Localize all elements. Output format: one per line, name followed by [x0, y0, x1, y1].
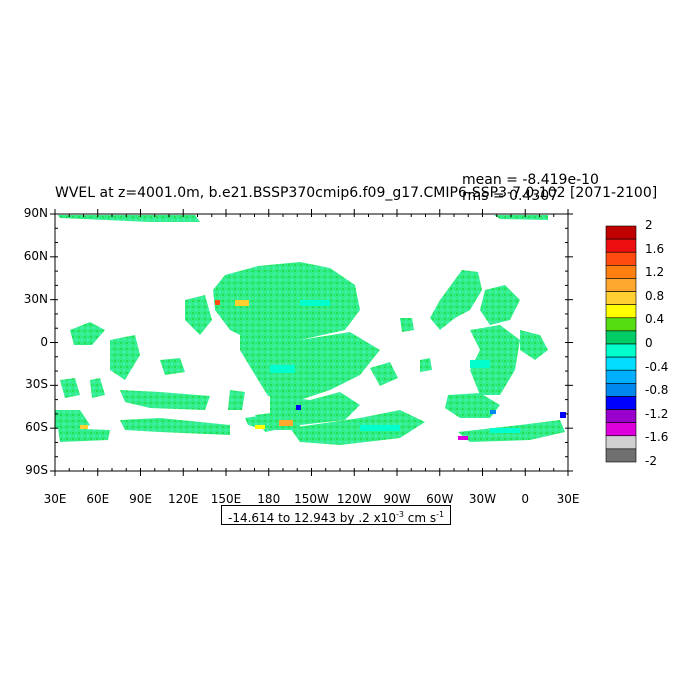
range-prefix: -14.614 to 12.943 by .2 x10	[228, 511, 396, 525]
colorbar-swatch	[605, 291, 637, 305]
colorbar-swatch	[605, 422, 637, 437]
latitude-label: 60S	[25, 420, 48, 435]
colorbar-swatch	[605, 330, 637, 345]
longitude-label: 60E	[86, 492, 110, 506]
colorbar-swatch	[605, 356, 637, 371]
longitude-label: 180	[257, 492, 281, 506]
longitude-label: 120W	[336, 492, 372, 506]
colorbar-label: -1.6	[645, 430, 669, 445]
longitude-label: 120E	[168, 492, 199, 506]
mean-stat: mean = -8.419e-10	[462, 172, 599, 188]
colorbar-swatch	[605, 448, 637, 463]
data-accents	[80, 300, 566, 440]
colorbar-label: -1.2	[645, 406, 669, 421]
longitude-label: 150E	[210, 492, 242, 506]
longitude-label: 90E	[129, 492, 152, 506]
colorbar-swatch	[605, 317, 637, 332]
latitude-label: 90N	[23, 206, 48, 220]
longitude-label: 30E	[556, 492, 580, 506]
longitude-label: 90W	[383, 492, 411, 506]
colorbar-swatch	[605, 369, 637, 384]
colorbar-swatch	[605, 343, 637, 358]
axis-ticks	[50, 209, 573, 476]
colorbar-swatch	[605, 396, 637, 410]
longitude-label: 30W	[468, 492, 497, 506]
latitude-label: 60N	[23, 248, 48, 263]
colorbar-label: 0	[645, 336, 653, 350]
colorbar-label: 1.6	[645, 241, 665, 256]
longitude-label: 0	[521, 492, 530, 506]
longitude-label: 30E	[43, 492, 67, 506]
range-exponent: -3	[395, 510, 404, 519]
range-unit: cm s	[403, 511, 437, 525]
colorbar-swatch	[605, 278, 637, 292]
range-unit-exponent: -1	[436, 510, 445, 519]
colorbar-swatch	[605, 435, 637, 450]
colorbar-swatch	[605, 383, 637, 397]
colorbar-swatch	[605, 251, 637, 266]
data-field	[55, 215, 565, 445]
plot-title: WVEL at z=4001.0m, b.e21.BSSP370cmip6.f0…	[55, 185, 658, 201]
colorbar-label: -0.8	[645, 383, 669, 398]
colorbar-swatch	[605, 238, 637, 253]
rms-stat: rms = 0.4307	[462, 188, 559, 204]
colorbar-label: 0.8	[645, 288, 665, 303]
colorbar	[605, 225, 637, 463]
longitude-label: 60W	[426, 492, 454, 506]
colorbar-label: 2	[645, 218, 653, 232]
colorbar-label: 0.4	[645, 312, 665, 327]
colorbar-label: -2	[645, 454, 657, 468]
longitude-label: 150W	[294, 492, 329, 506]
colorbar-label: -0.4	[645, 359, 669, 374]
latitude-label: 90S	[25, 463, 48, 477]
colorbar-swatch	[605, 304, 637, 319]
colorbar-swatch	[605, 225, 637, 240]
colorbar-label: 1.2	[645, 265, 665, 280]
colorbar-swatch	[605, 409, 637, 423]
latitude-label: 30S	[25, 377, 48, 392]
latitude-label: 0	[40, 334, 48, 349]
latitude-label: 30N	[23, 291, 48, 306]
range-label: -14.614 to 12.943 by .2 x10-3 cm s-1	[221, 505, 452, 525]
colorbar-swatch	[605, 265, 637, 279]
